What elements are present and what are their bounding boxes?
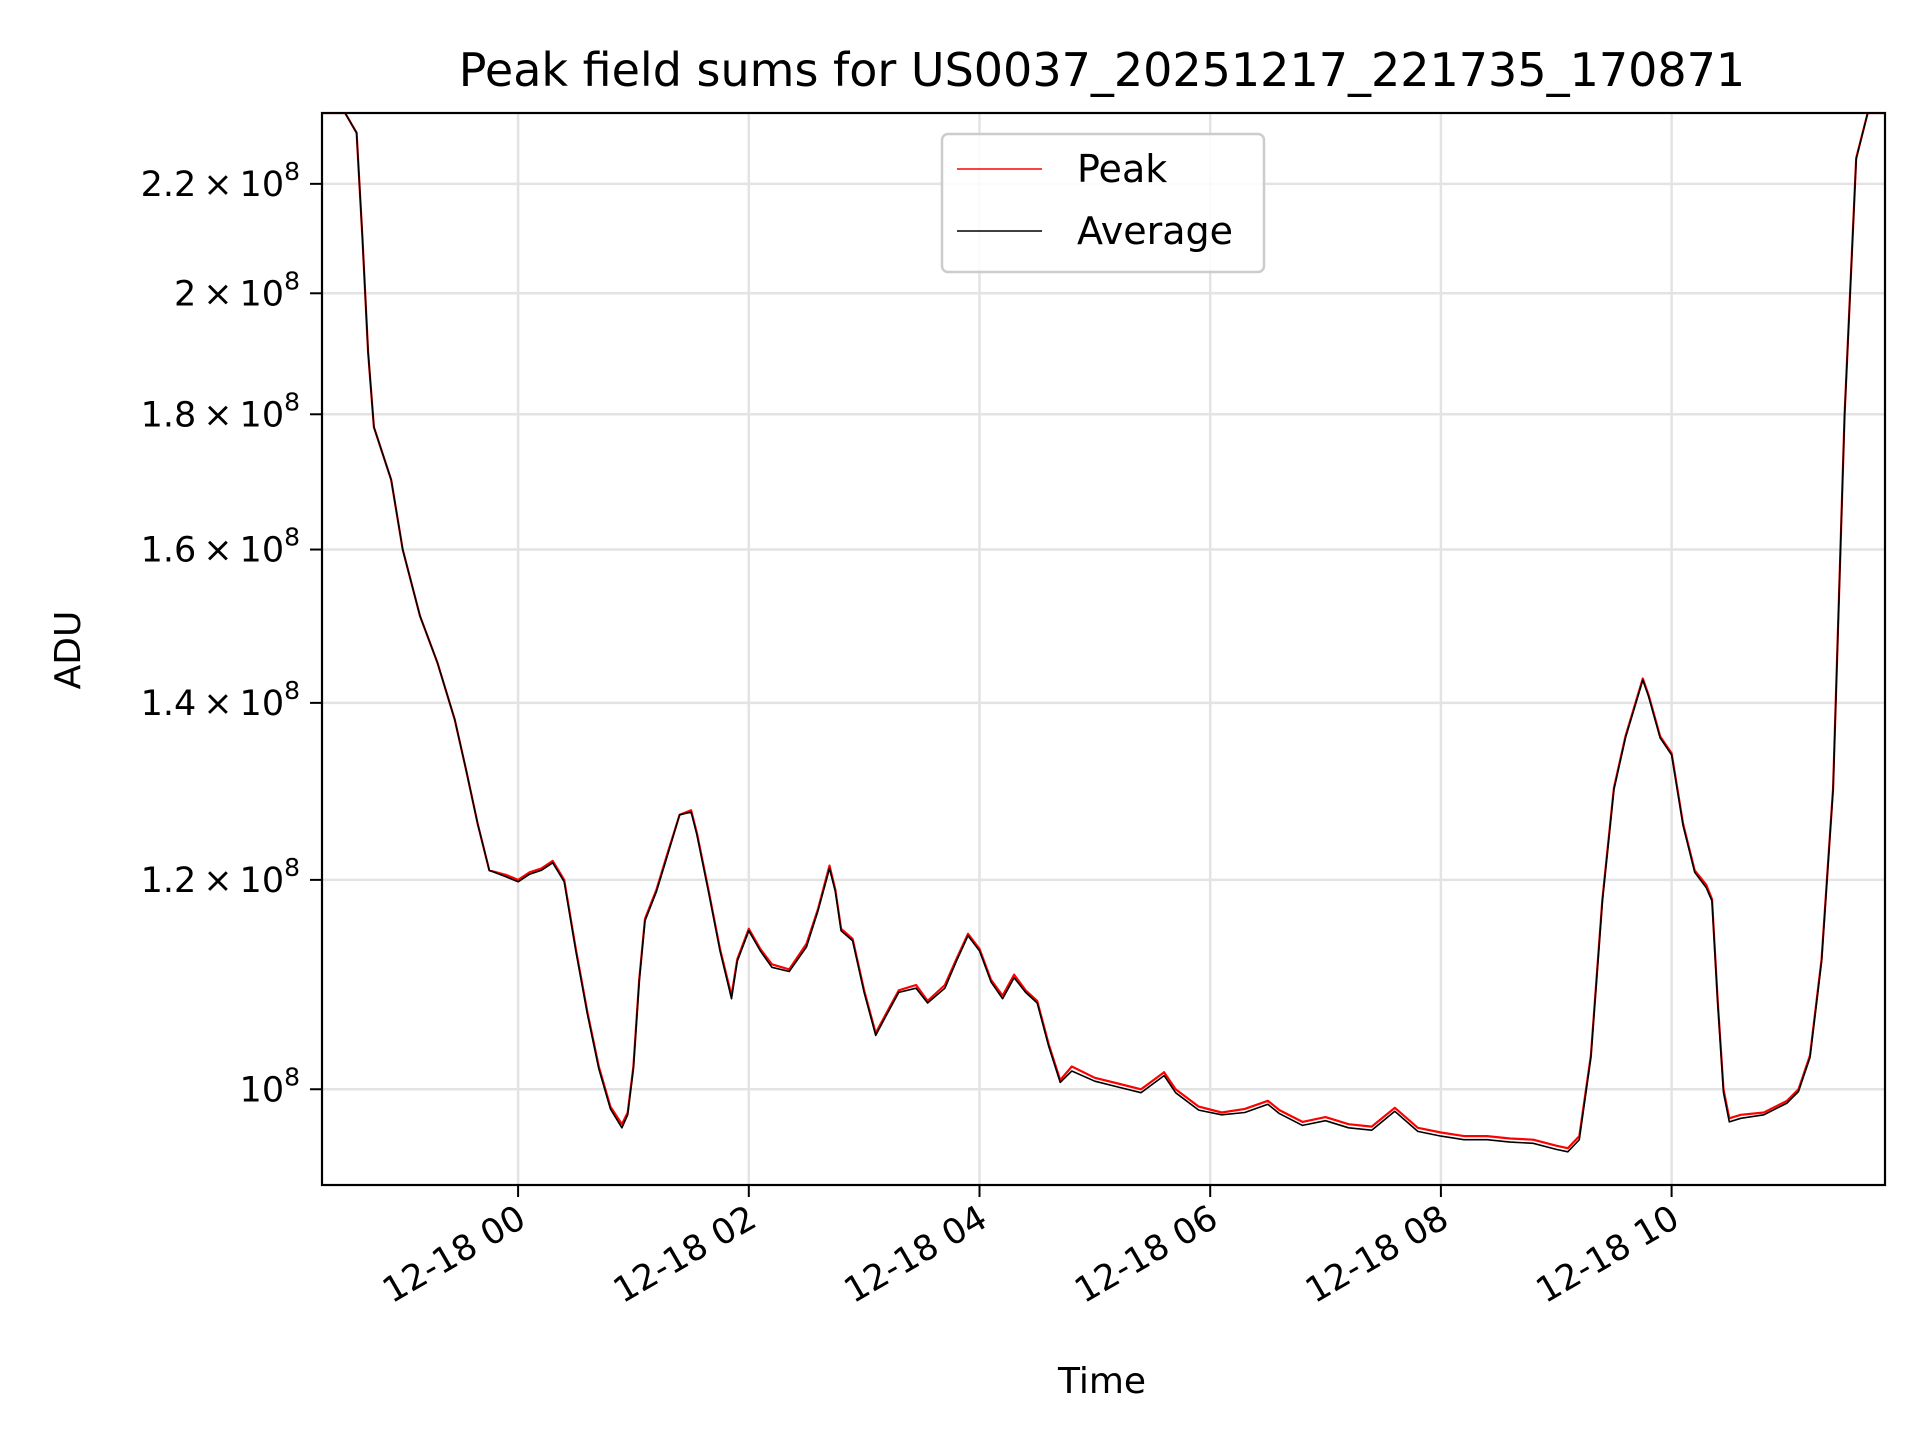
y-axis-label: ADU <box>48 611 89 690</box>
y-tick-label: 1.6 × 108 <box>141 523 300 571</box>
legend-label-peak: Peak <box>1077 147 1167 191</box>
plot-frame <box>320 111 1887 1187</box>
legend-label-average: Average <box>1077 209 1233 253</box>
legend: Peak Average <box>940 132 1266 274</box>
x-axis-label: Time <box>1057 1361 1146 1402</box>
y-tick-label: 1.8 × 108 <box>141 387 300 435</box>
y-tick-label: 1.4 × 108 <box>141 676 300 724</box>
y-tick-label: 2 × 108 <box>174 266 300 314</box>
y-axis-ticks: 108 1.2 × 108 1.4 × 108 1.6 × 108 1.8 × 108 2… <box>141 157 322 1110</box>
series-layer <box>322 113 1885 1153</box>
y-tick-label: 108 <box>240 1062 300 1110</box>
chart-title: Peak field sums for US0037_20251217_2217… <box>459 43 1745 97</box>
y-tick-label: 1.2 × 108 <box>141 853 300 901</box>
series-line-average <box>322 113 1885 1153</box>
grid <box>322 113 1885 1185</box>
y-tick-label: 2.2 × 108 <box>141 157 300 205</box>
